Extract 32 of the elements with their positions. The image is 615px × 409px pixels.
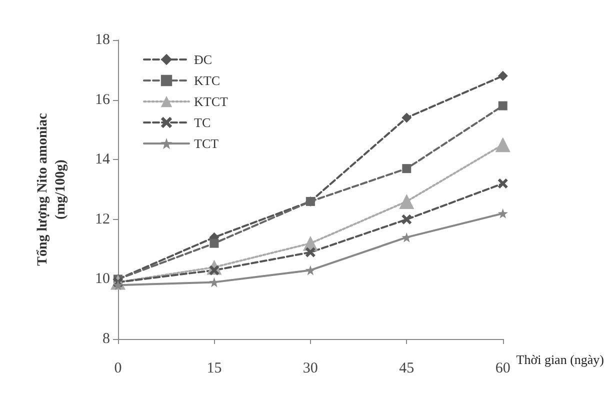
legend-label: KTCT <box>194 94 228 109</box>
point <box>402 214 412 224</box>
y-tick-label: 8 <box>102 331 110 347</box>
x-tick-label: 0 <box>114 360 122 376</box>
point <box>402 112 412 123</box>
point <box>498 208 508 218</box>
point <box>402 164 412 174</box>
y-axis-title: Tổng lượng Nito amoniac (mg/100g) <box>36 113 68 266</box>
y-tick-label: 10 <box>95 271 110 288</box>
y-tick-label: 18 <box>95 32 110 48</box>
legend-label: KTC <box>194 73 220 88</box>
point <box>495 137 510 152</box>
point <box>399 194 414 209</box>
x-tick-label: 60 <box>495 360 510 376</box>
x-tick-label: 45 <box>399 360 414 376</box>
legend-label: TCT <box>194 136 219 151</box>
point <box>402 232 412 242</box>
point <box>210 238 219 248</box>
point <box>498 101 508 110</box>
legend-label: ĐC <box>194 52 212 67</box>
point <box>305 247 316 258</box>
x-tick-label: 15 <box>206 360 222 376</box>
y-tick-label: 14 <box>95 152 110 168</box>
y-tick-label: 12 <box>95 211 110 228</box>
point <box>209 277 220 288</box>
point <box>305 265 316 276</box>
point <box>498 178 508 189</box>
legend-label: TC <box>194 115 211 130</box>
point <box>498 70 508 81</box>
x-tick-label: 30 <box>302 360 318 376</box>
x-axis-title: Thời gian (ngày) <box>516 352 604 367</box>
y-tick-label: 16 <box>95 92 110 108</box>
